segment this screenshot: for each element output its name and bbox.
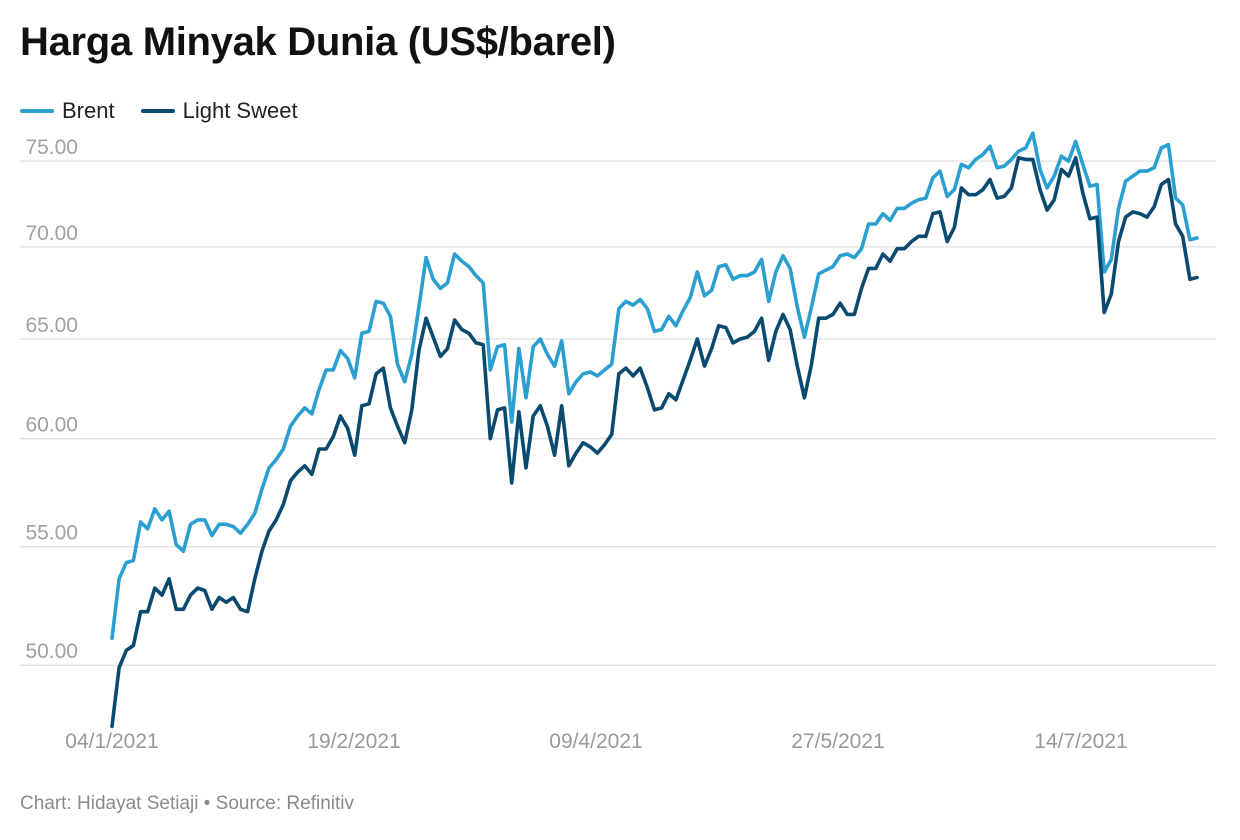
x-tick-label: 19/2/2021 [307,730,400,753]
legend-label-light-sweet: Light Sweet [182,98,298,123]
legend-label-brent: Brent [62,98,115,123]
x-tick-label: 09/4/2021 [549,730,642,753]
legend-item-brent: Brent [20,98,115,124]
series-line-brent [110,131,1199,641]
x-tick-label: 04/1/2021 [65,730,158,753]
y-tick-label: 75.00 [25,136,78,159]
legend-swatch-light-sweet [140,109,175,113]
x-tick-label: 27/5/2021 [791,730,884,753]
y-tick-label: 65.00 [25,314,78,337]
legend-item-light-sweet: Light Sweet [140,98,298,124]
x-tick-label: 14/7/2021 [1034,730,1127,753]
chart-legend: Brent Light Sweet [20,98,324,124]
y-tick-label: 55.00 [25,522,78,545]
series-line-light-sweet [110,156,1199,729]
legend-swatch-brent [20,109,54,113]
y-tick-label: 50.00 [25,640,78,663]
y-tick-label: 60.00 [25,414,78,437]
chart-title: Harga Minyak Dunia (US$/barel) [20,20,616,64]
y-tick-label: 70.00 [25,222,78,245]
chart-footer: Chart: Hidayat Setiaji • Source: Refinit… [20,793,355,814]
